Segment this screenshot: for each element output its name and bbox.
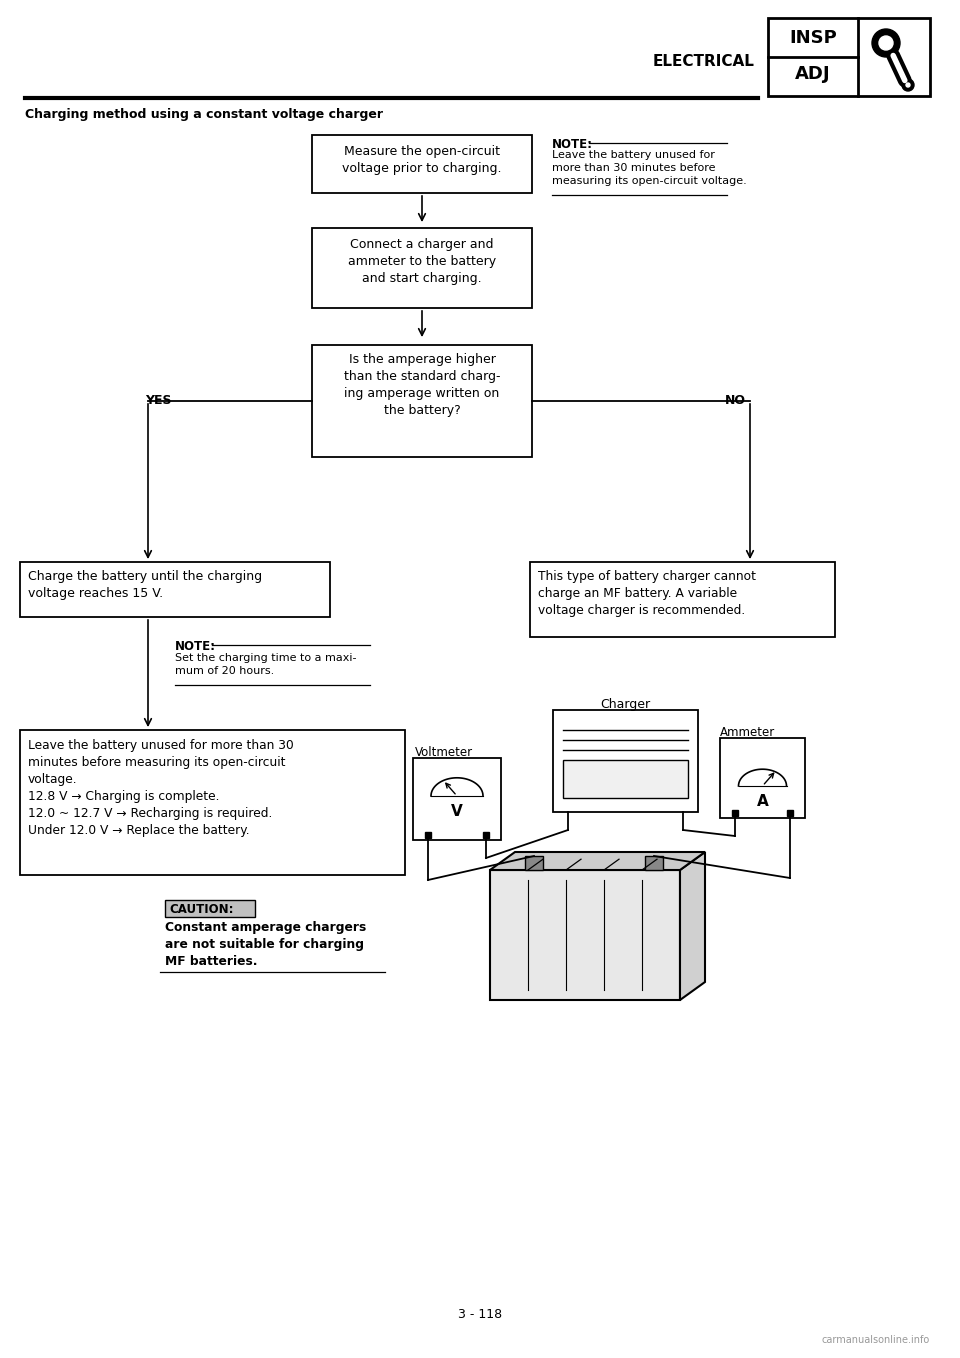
FancyArrowPatch shape — [893, 56, 905, 80]
Bar — [530, 562, 835, 637]
Text: Ammeter: Ammeter — [720, 727, 776, 739]
Text: V: V — [451, 804, 463, 819]
Bar — [165, 900, 255, 917]
Text: NOTE:: NOTE: — [175, 640, 216, 653]
Bar — [525, 856, 543, 870]
Text: Leave the battery unused for more than 30
minutes before measuring its open-circ: Leave the battery unused for more than 3… — [28, 739, 294, 837]
Text: Is the amperage higher
than the standard charg-
ing amperage written on
the batt: Is the amperage higher than the standard… — [344, 353, 500, 417]
Text: Charger: Charger — [600, 698, 650, 712]
Polygon shape — [490, 851, 705, 870]
Text: 3 - 118: 3 - 118 — [458, 1308, 502, 1321]
Text: CAUTION:: CAUTION: — [169, 903, 233, 917]
Text: Constant amperage chargers
are not suitable for charging
MF batteries.: Constant amperage chargers are not suita… — [165, 921, 367, 968]
Text: ADJ: ADJ — [795, 65, 830, 83]
Text: Leave the battery unused for
more than 30 minutes before
measuring its open-circ: Leave the battery unused for more than 3… — [552, 149, 747, 186]
Text: A: A — [756, 794, 768, 809]
Text: carmanualsonline.info: carmanualsonline.info — [822, 1335, 930, 1344]
Text: NOTE:: NOTE: — [552, 139, 593, 151]
Text: NO: NO — [725, 395, 746, 407]
Bar — [490, 870, 680, 999]
Bar — [312, 228, 532, 308]
Bar — [720, 737, 805, 818]
Bar — [312, 345, 532, 458]
Circle shape — [872, 29, 900, 57]
Text: This type of battery charger cannot
charge an MF battery. A variable
voltage cha: This type of battery charger cannot char… — [538, 570, 756, 617]
Text: Charging method using a constant voltage charger: Charging method using a constant voltage… — [25, 109, 383, 121]
Bar — [553, 710, 698, 812]
Circle shape — [906, 83, 910, 87]
Text: YES: YES — [145, 395, 171, 407]
Bar — [645, 856, 663, 870]
Polygon shape — [680, 851, 705, 999]
Bar — [768, 18, 930, 96]
Bar — [20, 562, 330, 617]
Text: Set the charging time to a maxi-
mum of 20 hours.: Set the charging time to a maxi- mum of … — [175, 653, 356, 676]
Bar — [563, 760, 688, 799]
Bar — [413, 758, 501, 841]
Text: Charge the battery until the charging
voltage reaches 15 V.: Charge the battery until the charging vo… — [28, 570, 262, 600]
Text: Measure the open-circuit
voltage prior to charging.: Measure the open-circuit voltage prior t… — [343, 145, 502, 175]
Circle shape — [902, 79, 914, 91]
FancyArrowPatch shape — [893, 56, 905, 80]
Bar — [20, 731, 405, 875]
Text: INSP: INSP — [789, 29, 837, 48]
Text: ELECTRICAL: ELECTRICAL — [653, 54, 755, 69]
Bar — [312, 134, 532, 193]
Text: Connect a charger and
ammeter to the battery
and start charging.: Connect a charger and ammeter to the bat… — [348, 238, 496, 285]
Circle shape — [879, 37, 893, 50]
Text: Voltmeter: Voltmeter — [415, 746, 473, 759]
